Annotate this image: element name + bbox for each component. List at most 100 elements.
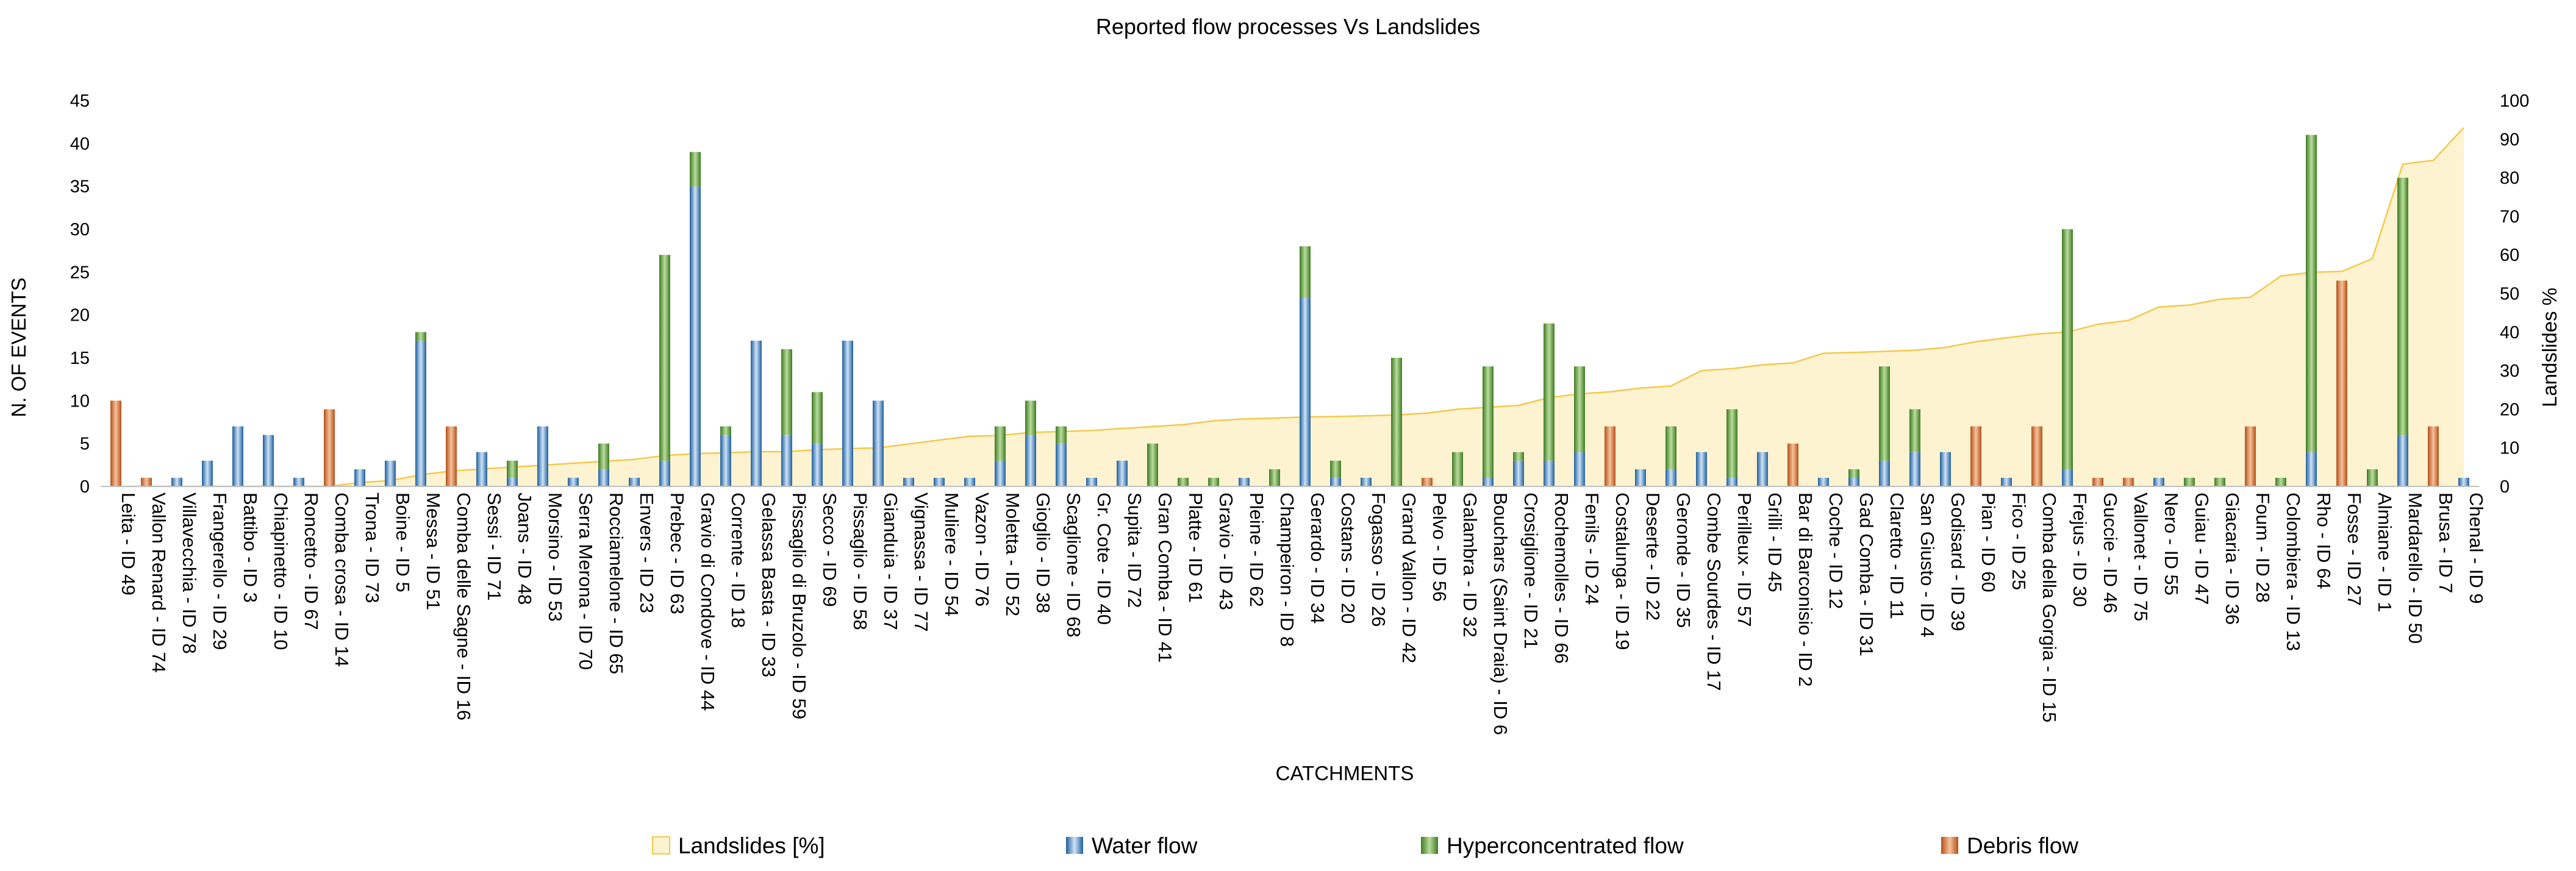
category-labels: Leita - ID 49 Vallon Renard - ID 74 Villav… xyxy=(118,492,2487,735)
category-label: Envers - ID 23 xyxy=(636,492,657,613)
bar-water-flow-47 xyxy=(1544,460,1555,486)
bar-debris-flow-66 xyxy=(2123,477,2134,486)
category-label: Boine - ID 5 xyxy=(392,492,413,592)
legend-label-landslides: Landslides [%] xyxy=(678,833,825,858)
bar-hyperconcentrated-flow-71 xyxy=(2275,477,2286,486)
bar-water-flow-67 xyxy=(2153,477,2164,486)
category-label: Vazon - ID 76 xyxy=(971,492,993,606)
category-label: Secco - ID 69 xyxy=(819,492,840,607)
bar-hyperconcentrated-flow-46 xyxy=(1513,452,1524,461)
category-label: Platte - ID 61 xyxy=(1185,492,1206,603)
category-label: Frangerello - ID 29 xyxy=(209,492,231,650)
bar-water-flow-29 xyxy=(995,460,1006,486)
bar-water-flow-15 xyxy=(568,477,579,486)
bar-layer xyxy=(110,135,2469,486)
bar-water-flow-20 xyxy=(720,435,731,486)
category-label: Nero - ID 55 xyxy=(2161,492,2182,595)
legend-label-hyperconcentrated-flow: Hyperconcentrated flow xyxy=(1447,833,1684,858)
category-label: Comba della Gorgia - ID 15 xyxy=(2039,492,2060,722)
bar-water-flow-58 xyxy=(1879,460,1890,486)
y2-tick-20: 20 xyxy=(2500,400,2519,419)
category-label: Fogasso - ID 26 xyxy=(1368,492,1389,627)
category-label: Foum - ID 28 xyxy=(2252,492,2274,603)
category-label: Roncetto - ID 67 xyxy=(301,492,322,630)
category-label: Mardarello - ID 50 xyxy=(2405,492,2426,644)
y-tick-0: 0 xyxy=(80,477,90,497)
y2-tick-100: 100 xyxy=(2500,91,2529,111)
category-label: Comba delle Sagne - ID 16 xyxy=(453,492,474,720)
bar-hyperconcentrated-flow-22 xyxy=(781,349,792,435)
category-label: Fosse - ID 27 xyxy=(2344,492,2365,606)
bar-hyperconcentrated-flow-20 xyxy=(720,426,731,435)
bar-water-flow-75 xyxy=(2397,435,2408,486)
bar-hyperconcentrated-flow-47 xyxy=(1544,323,1555,461)
y2-tick-60: 60 xyxy=(2500,246,2519,265)
bar-water-flow-17 xyxy=(629,477,640,486)
category-label: Costalunga - ID 19 xyxy=(1612,492,1633,650)
category-label: Prebec - ID 63 xyxy=(667,492,688,614)
bar-debris-flow-76 xyxy=(2428,426,2439,486)
category-label: Scaglione - ID 68 xyxy=(1063,492,1084,638)
category-label: Rho - ID 64 xyxy=(2313,492,2334,589)
bar-hyperconcentrated-flow-13 xyxy=(507,460,518,478)
legend: Landslides [%] Water flow Hyperconcentrate… xyxy=(652,833,2078,858)
category-label: Costans - ID 20 xyxy=(1337,492,1359,624)
bar-water-flow-59 xyxy=(1909,452,1920,486)
bar-water-flow-6 xyxy=(293,477,304,486)
bar-water-flow-45 xyxy=(1483,477,1494,486)
bar-hyperconcentrated-flow-51 xyxy=(1665,426,1676,469)
bar-debris-flow-63 xyxy=(2031,426,2042,486)
bar-hyperconcentrated-flow-68 xyxy=(2184,477,2195,486)
category-label: Almiane - ID 1 xyxy=(2374,492,2395,612)
category-label: Gianduia - ID 37 xyxy=(880,492,901,630)
category-label: Guccie - ID 46 xyxy=(2100,492,2121,613)
bar-water-flow-56 xyxy=(1818,477,1829,486)
category-label: Chiapinetto - ID 10 xyxy=(270,492,292,650)
bar-water-flow-3 xyxy=(202,460,213,486)
category-label: Fenils - ID 24 xyxy=(1581,492,1603,605)
bar-hyperconcentrated-flow-19 xyxy=(690,152,701,187)
category-label: Pissaglio di Bruzolo - ID 59 xyxy=(789,492,810,719)
y2-tick-30: 30 xyxy=(2500,361,2519,381)
bar-water-flow-62 xyxy=(2001,477,2012,486)
bar-hyperconcentrated-flow-74 xyxy=(2367,469,2378,486)
y-tick-40: 40 xyxy=(70,134,90,154)
category-label: Gravio - ID 43 xyxy=(1215,492,1237,610)
bar-water-flow-18 xyxy=(659,460,670,486)
category-label: Pian - ID 60 xyxy=(1978,492,1999,592)
category-label: Gran Comba - ID 41 xyxy=(1154,492,1176,663)
bar-water-flow-13 xyxy=(507,477,518,486)
bar-debris-flow-7 xyxy=(324,409,335,486)
category-label: Gerardo - ID 34 xyxy=(1307,492,1328,624)
category-label: Serra Merona - ID 70 xyxy=(575,492,596,670)
y-tick-10: 10 xyxy=(70,391,90,411)
y-tick-15: 15 xyxy=(70,349,90,368)
category-label: Bouchars (Saint Draia) - ID 6 xyxy=(1490,492,1511,735)
category-label: Morsino - ID 53 xyxy=(545,492,566,622)
legend-swatch-debris-flow xyxy=(1941,837,1958,854)
bar-hyperconcentrated-flow-44 xyxy=(1452,452,1463,486)
category-label: Grilli - ID 45 xyxy=(1764,492,1786,592)
bar-hyperconcentrated-flow-29 xyxy=(995,426,1006,461)
bar-hyperconcentrated-flow-72 xyxy=(2306,135,2317,452)
bar-water-flow-48 xyxy=(1574,452,1585,486)
legend-swatch-hyperconcentrated-flow xyxy=(1421,837,1438,854)
bar-hyperconcentrated-flow-36 xyxy=(1208,477,1219,486)
bar-hyperconcentrated-flow-31 xyxy=(1056,426,1067,444)
category-label: Gelassa Basta - ID 33 xyxy=(758,492,779,677)
bar-debris-flow-70 xyxy=(2245,426,2256,486)
bar-water-flow-14 xyxy=(537,426,548,486)
category-label: Villavecchia - ID 78 xyxy=(179,492,200,654)
category-label: Moletta - ID 52 xyxy=(1002,492,1023,616)
bar-water-flow-53 xyxy=(1726,477,1737,486)
category-label: Comba crosa - ID 14 xyxy=(331,492,352,667)
bar-water-flow-52 xyxy=(1696,452,1707,486)
bar-water-flow-32 xyxy=(1086,477,1097,486)
bar-water-flow-30 xyxy=(1025,435,1036,486)
bar-hyperconcentrated-flow-57 xyxy=(1848,469,1859,478)
category-label: Pleine - ID 62 xyxy=(1246,492,1267,607)
chart-title: Reported flow processes Vs Landslides xyxy=(1096,14,1480,39)
category-label: Gravio di Condove - ID 44 xyxy=(697,492,718,711)
bar-water-flow-27 xyxy=(934,477,945,486)
